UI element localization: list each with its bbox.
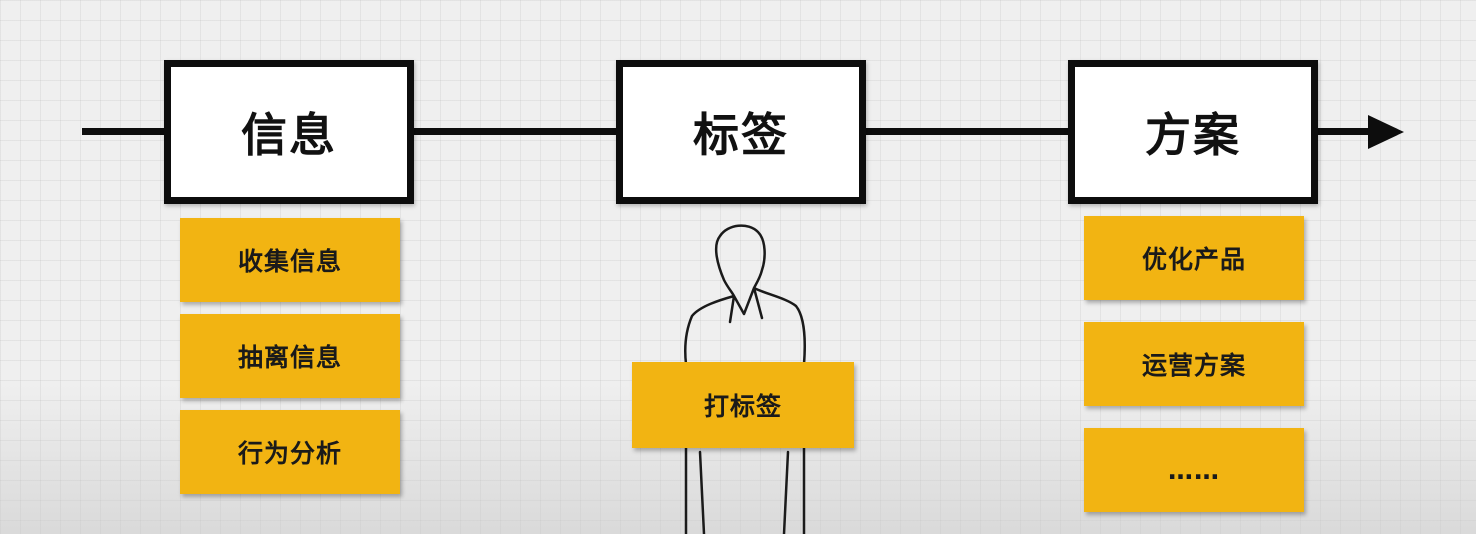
step-card-behavior-analysis: 行为分析 xyxy=(180,410,400,494)
step-card-collect-info: 收集信息 xyxy=(180,218,400,302)
stage-label: 标签 xyxy=(693,108,789,162)
stage-label: 信息 xyxy=(241,108,337,162)
step-card-label: 行为分析 xyxy=(237,439,342,468)
step-card-label: 优化产品 xyxy=(1141,245,1246,274)
step-card-label: …… xyxy=(1168,455,1220,485)
step-card-extract-info: 抽离信息 xyxy=(180,314,400,398)
person-silhouette-icon xyxy=(684,224,806,534)
step-card-label: 收集信息 xyxy=(237,247,342,276)
stage-label: 方案 xyxy=(1145,108,1241,162)
stage-box-tags: 标签 xyxy=(616,60,866,204)
step-card-tagging: 打标签 xyxy=(632,362,854,448)
stage-box-info: 信息 xyxy=(164,60,414,204)
step-card-label: 抽离信息 xyxy=(237,343,342,372)
step-card-optimize-product: 优化产品 xyxy=(1084,216,1304,300)
step-card-more: …… xyxy=(1084,428,1304,512)
step-card-label: 打标签 xyxy=(703,392,782,421)
step-card-label: 运营方案 xyxy=(1141,351,1246,380)
step-card-operation-plan: 运营方案 xyxy=(1084,322,1304,406)
stage-box-plan: 方案 xyxy=(1068,60,1318,204)
timeline-arrow-icon xyxy=(1368,115,1404,149)
